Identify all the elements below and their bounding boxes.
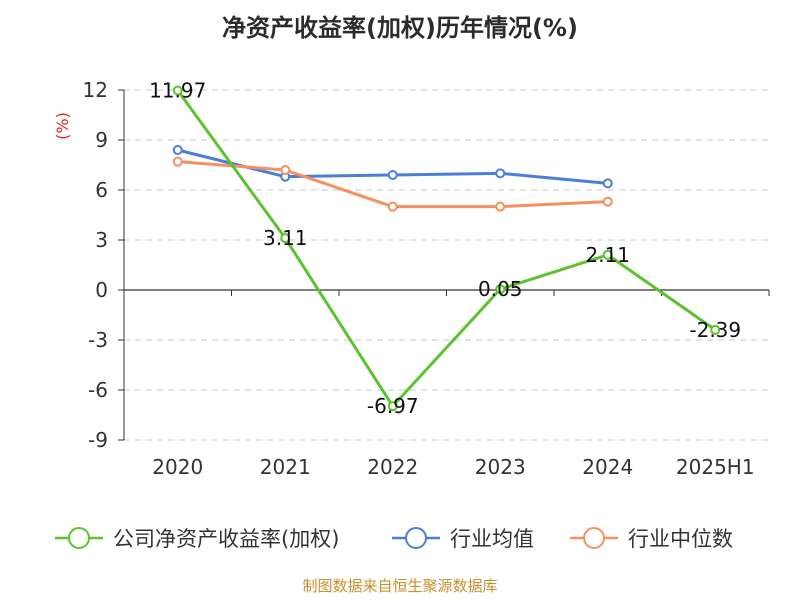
x-tick-label: 2022 xyxy=(367,455,418,479)
data-point xyxy=(172,85,183,96)
axes: 12 9 6 3 0 -3 -6 -9 2020 2021 2022 2023 2024 2025H1 xyxy=(83,78,770,479)
series-line xyxy=(177,160,608,209)
legend-marker xyxy=(405,527,427,549)
source-note: 制图数据来自恒生聚源数据库 xyxy=(302,577,497,595)
data-point xyxy=(172,145,183,155)
legend-item[interactable]: 公司净资产收益率(加权) xyxy=(55,527,339,551)
data-label: -2.39 xyxy=(689,318,741,342)
x-tick-label: 2024 xyxy=(582,455,633,479)
legend-label: 公司净资产收益率(加权) xyxy=(113,527,339,551)
data-label: 3.11 xyxy=(263,226,308,250)
data-label: -6.97 xyxy=(367,394,419,418)
data-point xyxy=(495,168,506,179)
data-point xyxy=(280,233,291,244)
legend-marker xyxy=(583,527,605,549)
data-point xyxy=(387,401,398,412)
legend-marker xyxy=(68,527,90,549)
chart-title: 净资产收益率(加权)历年情况(%) xyxy=(222,14,578,42)
data-point xyxy=(387,201,398,212)
data-point xyxy=(172,156,183,167)
data-point xyxy=(495,284,506,295)
x-tick-label: 2020 xyxy=(152,455,203,479)
y-tick-label: -6 xyxy=(88,378,108,402)
y-tick-label: 12 xyxy=(83,78,108,102)
data-label: 11.97 xyxy=(149,79,206,103)
series-2 xyxy=(172,156,613,212)
data-point xyxy=(602,196,613,207)
data-point xyxy=(602,249,613,260)
gridlines xyxy=(124,89,769,441)
y-tick-label: -9 xyxy=(88,428,108,452)
y-tick-label: 6 xyxy=(95,178,108,202)
series-lines xyxy=(172,85,721,412)
series-0 xyxy=(172,85,721,412)
data-point xyxy=(280,165,291,175)
y-tick-label: 3 xyxy=(95,228,108,252)
legend-item[interactable]: 行业均值 xyxy=(392,527,534,551)
data-label: 2.11 xyxy=(585,243,630,267)
data-label: 0.05 xyxy=(478,277,523,301)
data-point xyxy=(387,170,398,180)
y-tick-label: -3 xyxy=(88,328,108,352)
data-point xyxy=(602,178,613,189)
data-point xyxy=(495,201,506,212)
y-tick-label: 9 xyxy=(95,128,108,152)
legend: 公司净资产收益率(加权) 行业均值 行业中位数 xyxy=(55,527,733,551)
x-tick-label: 2025H1 xyxy=(676,455,755,479)
data-labels: 11.97 3.11 -6.97 0.05 2.11 -2.39 xyxy=(149,79,741,419)
x-tick-label: 2023 xyxy=(475,455,526,479)
series-line xyxy=(176,89,717,408)
y-axis-label: (%) xyxy=(53,112,72,140)
legend-item[interactable]: 行业中位数 xyxy=(570,527,733,551)
x-tick-label: 2021 xyxy=(260,455,311,479)
data-point xyxy=(710,324,721,335)
legend-label: 行业中位数 xyxy=(628,527,733,551)
y-tick-label: 0 xyxy=(95,278,108,302)
legend-label: 行业均值 xyxy=(450,527,534,551)
